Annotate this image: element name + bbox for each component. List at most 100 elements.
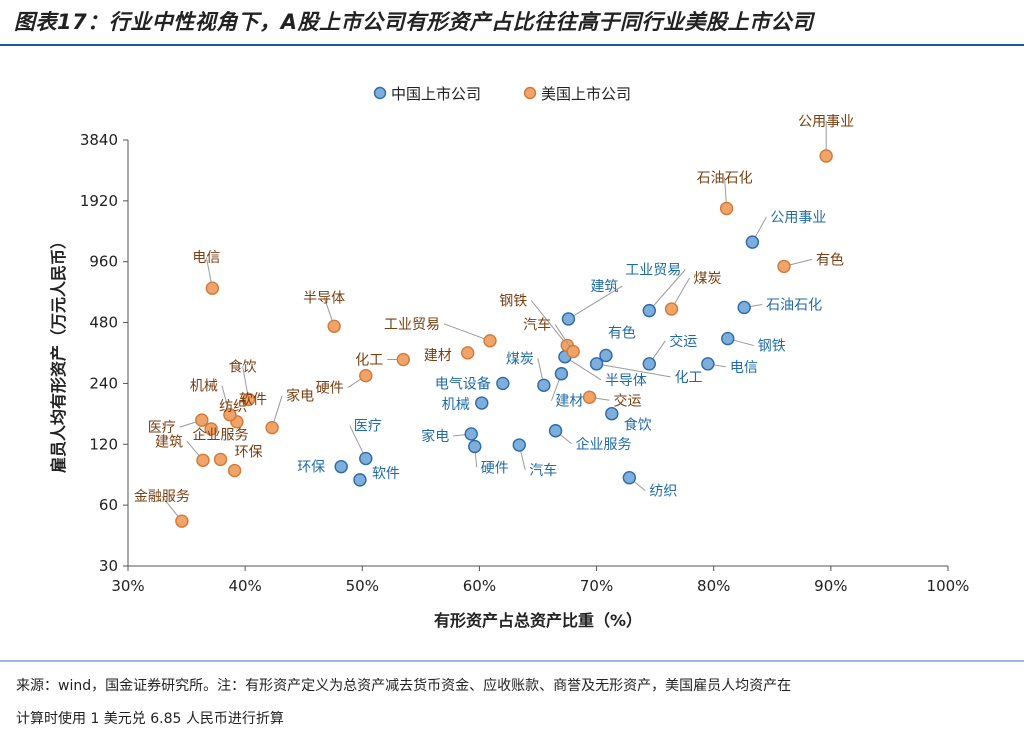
us-point: [205, 281, 220, 295]
cn-point: [589, 357, 604, 371]
y-tick-label: 30: [99, 557, 118, 575]
x-tick-label: 70%: [580, 577, 613, 595]
us-point-label: 石油石化: [697, 170, 753, 186]
source-note-line1: 来源：wind，国金证券研究所。注：有形资产定义为总资产减去货币资金、应收账款、…: [16, 678, 792, 694]
cn-point-label: 企业服务: [576, 436, 632, 453]
us-point: [719, 201, 734, 216]
cn-point-label: 医疗: [354, 419, 382, 435]
us-point-label: 食饮: [229, 358, 257, 375]
cn-point: [464, 427, 478, 441]
legend-marker: [523, 86, 537, 100]
leader-line: [648, 269, 686, 311]
us-point-label: 交运: [614, 392, 642, 409]
leader-line: [596, 363, 671, 378]
cn-point: [334, 459, 348, 474]
scatter-chart: 30% 40% 50% 60% 70% 80% 90% 100% 30 60 120 240 480 96…: [49, 85, 969, 630]
us-point: [196, 453, 210, 467]
us-point-label: 硬件: [316, 381, 344, 397]
us-point: [664, 302, 679, 316]
y-tick-label: 480: [89, 314, 118, 332]
us-point-label: 环保: [235, 445, 263, 461]
us-point-label: 公用事业: [798, 114, 854, 130]
us-point-label: 煤炭: [694, 271, 722, 287]
cn-point-label: 石油石化: [766, 297, 822, 313]
us-point-label: 金融服务: [134, 489, 190, 505]
us-point: [227, 463, 242, 478]
cn-point-label: 家电: [421, 428, 449, 445]
cn-point: [496, 376, 510, 391]
cn-point: [353, 473, 367, 487]
us-point-label: 工业贸易: [384, 317, 440, 333]
x-tick-label: 30%: [111, 577, 144, 595]
us-point-label: 机械: [190, 379, 218, 395]
leader-line: [564, 356, 602, 381]
us-point: [566, 344, 580, 359]
x-tick-label: 80%: [697, 577, 730, 595]
cn-point-label: 交运: [669, 333, 697, 350]
cn-point-label: 半导体: [605, 373, 647, 389]
cn-point-label: 电信: [730, 360, 758, 376]
cn-point: [605, 407, 619, 421]
cn-point: [701, 357, 715, 371]
us-point-label: 半导体: [303, 290, 345, 306]
us-point: [204, 422, 218, 436]
cn-point: [561, 312, 576, 326]
cn-point: [475, 396, 489, 410]
cn-point: [554, 367, 569, 381]
leader-line: [530, 300, 568, 346]
cn-point: [622, 471, 637, 485]
cn-point-label: 建筑: [590, 279, 618, 295]
title-divider: [0, 44, 1024, 46]
cn-point-label: 有色: [608, 324, 636, 341]
source-note-line2: 计算时使用 1 美元兑 6.85 人民币进行折算: [16, 711, 284, 727]
us-point: [582, 390, 597, 404]
cn-point: [642, 303, 656, 318]
us-point-label: 钢铁: [499, 293, 527, 309]
us-point: [327, 319, 341, 334]
cn-point-label: 食饮: [624, 417, 652, 434]
y-tick-label: 120: [89, 435, 118, 453]
us-point: [777, 259, 791, 274]
cn-point: [512, 438, 526, 452]
cn-point-label: 硬件: [481, 461, 509, 477]
x-axis-title: 有形资产占总资产比重（%）: [434, 611, 642, 630]
us-point: [175, 514, 189, 528]
cn-point-label: 工业贸易: [625, 263, 681, 279]
cn-point-label: 煤炭: [506, 351, 534, 367]
cn-point: [537, 378, 551, 392]
cn-point: [737, 300, 751, 315]
figure-title: 图表17：行业中性视角下，A股上市公司有形资产占比往往高于同行业美股上市公司: [14, 10, 814, 34]
cn-point: [468, 439, 482, 454]
cn-point: [745, 235, 760, 249]
us-point: [359, 369, 373, 383]
x-tick-label: 60%: [463, 577, 496, 595]
cn-point-label: 汽车: [529, 462, 557, 479]
us-point-label: 电信: [192, 250, 220, 266]
y-axis-title: 雇员人均有形资产（万元人民币）: [49, 233, 68, 473]
cn-point: [359, 451, 373, 466]
x-tick-label: 90%: [814, 577, 847, 595]
cn-point-label: 机械: [442, 397, 470, 413]
us-point-label: 建筑: [155, 434, 183, 450]
us-point: [213, 452, 228, 467]
us-point-label: 有色: [816, 251, 844, 268]
cn-point-label: 软件: [372, 466, 400, 482]
us-point: [265, 420, 279, 435]
leader-line: [443, 323, 491, 342]
cn-point-label: 电气设备: [435, 375, 491, 392]
us-point-label: 医疗: [148, 420, 176, 436]
us-point: [195, 413, 209, 427]
us-point-label: 汽车: [523, 317, 551, 334]
cn-point-label: 化工: [675, 370, 703, 386]
us-point: [241, 392, 256, 407]
y-tick-label: 60: [99, 496, 118, 514]
cn-point: [642, 357, 656, 371]
source-divider: [0, 660, 1024, 662]
us-point-label: 纺织: [219, 399, 247, 415]
legend-marker: [373, 86, 387, 100]
us-point: [483, 334, 497, 348]
us-point-label: 软件: [239, 392, 267, 408]
us-point: [461, 346, 475, 360]
cn-point: [548, 424, 563, 438]
us-point: [223, 408, 237, 422]
